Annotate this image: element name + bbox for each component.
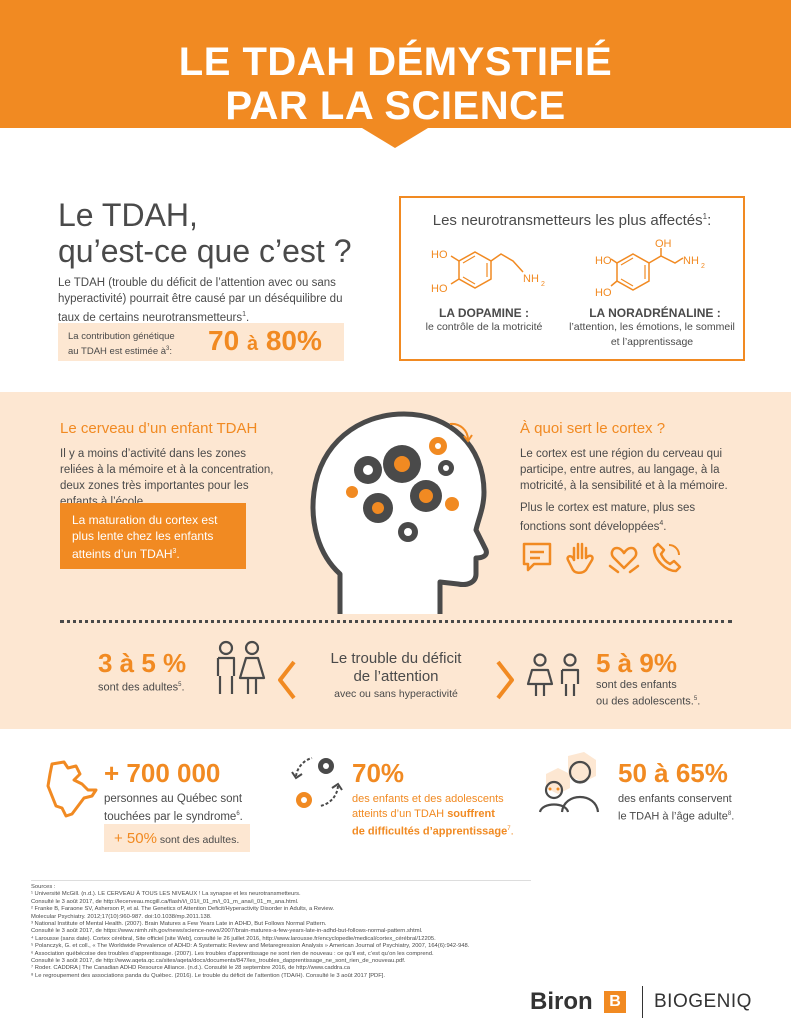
page-title-line2: PAR LA SCIENCE	[225, 84, 566, 128]
svg-text:HO: HO	[431, 249, 448, 261]
brain-text: Il y a moins d’activité dans les zones r…	[60, 448, 274, 508]
cortex-heading: À quoi sert le cortex ?	[520, 420, 666, 437]
cortex-text: Le cortex est une région du cerveau qui …	[520, 448, 728, 492]
svg-text:HO: HO	[595, 287, 612, 299]
noradrenaline-name: LA NORADRÉNALINE :	[589, 306, 721, 320]
phone-icon	[652, 542, 682, 573]
genetic-value: 70 à 80%	[208, 325, 322, 356]
intro-question-line1: Le TDAH,	[58, 197, 198, 233]
hand-icon	[566, 542, 594, 574]
svg-text:OH: OH	[655, 238, 672, 250]
sources-heading: Sources :	[31, 884, 56, 890]
adults-couple-icon	[216, 640, 266, 694]
genetic-contribution-box: La contribution génétique au TDAH est es…	[58, 323, 344, 361]
center-title: Le trouble du déficit de l’attention	[330, 650, 462, 685]
source-item: ¹ Université McGill. (n.d.). LE CERVEAU …	[31, 891, 301, 898]
quebec-map-icon	[46, 760, 98, 818]
center-subtitle: avec ou sans hyperactivité	[334, 688, 458, 700]
maturation-box: La maturation du cortex est plus lente c…	[60, 503, 246, 569]
brain-heading: Le cerveau d’un enfant TDAH	[60, 420, 258, 437]
svg-text:NH: NH	[683, 255, 699, 267]
adults-stat-label: sont des adultes5.	[98, 681, 185, 694]
learning-stat-label: des enfants et des adolescents atteints …	[352, 793, 514, 838]
svg-text:HO: HO	[595, 255, 612, 267]
children-stat-label: sont des enfants ou des adolescents.5.	[596, 679, 701, 708]
intro-text: Le TDAH (trouble du déficit de l’attenti…	[58, 277, 343, 324]
quebec-stat-label: personnes au Québec sont touchées par le…	[104, 793, 243, 823]
quebec-adults-box: + 50% sont des adultes.	[104, 824, 250, 852]
sources-list: Sources : ¹ Université McGill. (n.d.). L…	[31, 884, 531, 980]
svg-text:HO: HO	[431, 283, 448, 295]
head-gears-illustration	[310, 411, 489, 614]
page-title-line1: LE TDAH DÉMYSTIFIÉ	[178, 40, 613, 84]
neurotransmitters-box: Les neurotransmetteurs les plus affectés…	[399, 196, 745, 361]
svg-text:2: 2	[541, 281, 545, 288]
source-item: Consulté le 3 août 2017, de https://www.…	[31, 928, 423, 935]
children-stat-value: 5 à 9%	[596, 648, 677, 678]
noradrenaline-description: l’attention, les émotions, le sommeil et…	[569, 321, 735, 348]
biron-logo: Biron	[530, 988, 593, 1015]
svg-text:NH: NH	[523, 273, 539, 285]
genetic-label: La contribution génétique au TDAH est es…	[68, 331, 175, 358]
chevron-right-icon	[496, 660, 514, 700]
speech-icon	[522, 542, 552, 572]
children-icon	[526, 653, 580, 696]
adulthood-stat-label: des enfants conservent le TDAH à l’âge a…	[618, 793, 735, 823]
source-item: ⁵ Polanczyk, G. et coll., « The Worldwid…	[31, 943, 470, 950]
svg-text:2: 2	[701, 263, 705, 270]
source-item: ² Franke B, Faraone SV, Asherson P, et a…	[31, 906, 335, 913]
learning-stat-value: 70%	[352, 758, 405, 788]
source-item: Consulté le 3 août 2017, de http://www.a…	[31, 958, 406, 965]
source-item: Consulté le 3 août 2017, de http://lecer…	[31, 898, 299, 905]
chevron-left-icon	[278, 660, 296, 700]
quebec-stat-value: + 700 000	[104, 758, 221, 788]
source-item: ⁴ Larousse (sans date). Cortex cérébral,…	[31, 935, 436, 942]
header-background	[0, 0, 791, 148]
source-item: ⁷ Roder. CADDRA | The Canadian ADHD Reso…	[31, 965, 350, 972]
noradrenaline-molecule-icon: HO HO OH NH 2	[595, 238, 705, 299]
adulthood-stat-value: 50 à 65%	[618, 758, 728, 788]
dopamine-description: le contrôle de la motricité	[425, 321, 543, 333]
source-item: Molecular Psychiatry. 2012;17(10):960-98…	[31, 913, 212, 920]
adults-stat-value: 3 à 5 %	[98, 648, 187, 678]
source-item: ⁸ Le regroupement des associations panda…	[31, 972, 386, 979]
dopamine-name: LA DOPAMINE :	[439, 306, 529, 320]
source-item: ³ National Institute of Mental Health. (…	[31, 921, 327, 928]
sources-divider	[31, 880, 531, 881]
header-banner: LE TDAH DÉMYSTIFIÉ PAR LA SCIENCE	[0, 0, 791, 148]
biogeniq-logo: BIOGENIQ	[654, 991, 752, 1012]
dopamine-molecule-icon: HO HO NH 2	[431, 249, 545, 295]
learning-gears-icon	[291, 757, 343, 808]
source-item: ⁶ Association québécoise des troubles d’…	[31, 950, 434, 957]
neurotransmitters-title: Les neurotransmetteurs les plus affectés…	[432, 212, 712, 229]
heart-hands-icon	[608, 546, 640, 574]
dotted-divider	[60, 620, 732, 624]
intro-question-line2: qu’est-ce que c’est ?	[58, 233, 352, 269]
logo-divider	[642, 986, 643, 1018]
cortex-text-2: Plus le cortex est mature, plus ses fonc…	[520, 502, 696, 533]
biron-logo-mark: B	[604, 991, 626, 1013]
adult-child-icon	[538, 752, 600, 813]
